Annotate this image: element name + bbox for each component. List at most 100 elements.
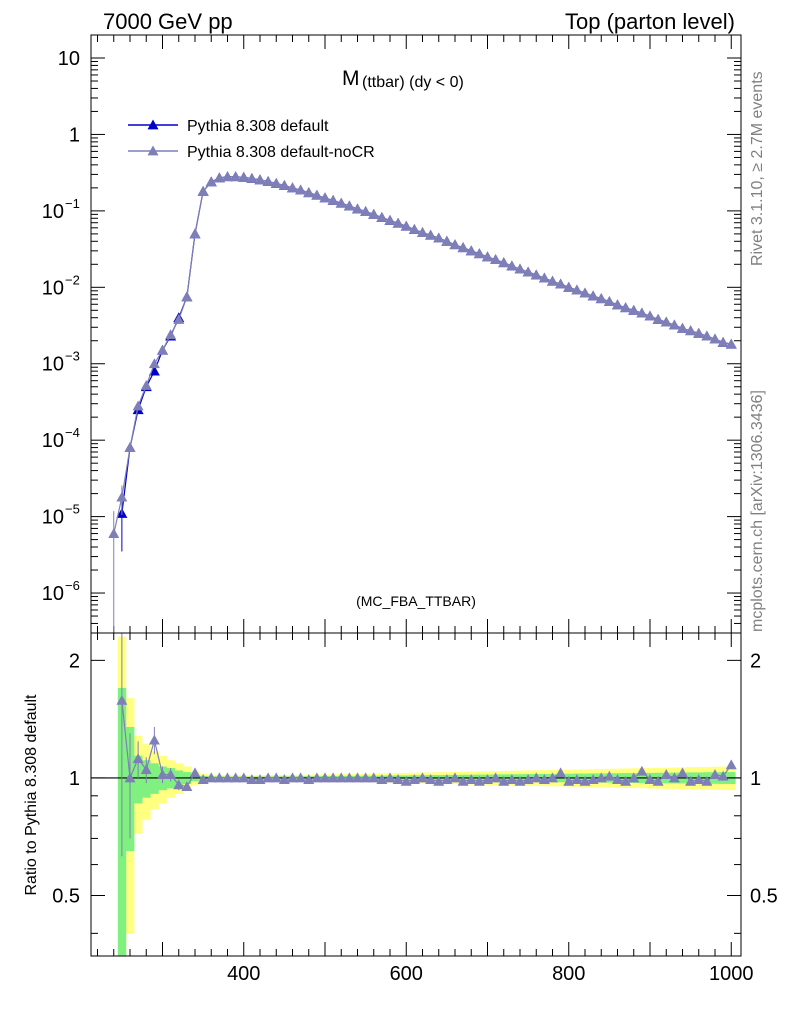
uncertainty-bands [117, 636, 736, 956]
series-default [116, 171, 737, 552]
legend: Pythia 8.308 default Pythia 8.308 default… [128, 118, 375, 161]
ratio-panel: 0.5 0.5 1 1 2 2 400 600 800 1000 Ratio to Pythia 8… [23, 632, 778, 985]
ratio-point [465, 774, 477, 785]
y-tick-label: 1 [69, 124, 80, 146]
ratio-point [693, 774, 705, 785]
data-point [449, 239, 461, 250]
data-point [368, 208, 380, 219]
ratio-point [563, 775, 575, 786]
ratio-point [205, 772, 217, 783]
data-point [417, 227, 428, 237]
data-point [620, 302, 632, 313]
inner-band [150, 763, 159, 794]
data-point [668, 319, 680, 330]
ratio-series-nocr [116, 633, 737, 857]
ratio-point [352, 772, 363, 783]
header-left-label: 7000 GeV pp [103, 9, 233, 34]
data-point [563, 281, 575, 292]
ratio-point [343, 772, 355, 783]
ratio-point [620, 775, 632, 786]
ratio-point [327, 772, 339, 783]
data-point [498, 257, 510, 268]
ratio-point [360, 772, 372, 783]
data-point [709, 333, 721, 344]
ratio-point [652, 775, 664, 786]
ratio-point [392, 774, 404, 785]
ratio-point [376, 774, 388, 785]
ratio-point [644, 774, 656, 785]
data-point [343, 200, 355, 211]
data-point [514, 263, 526, 274]
ratio-point [311, 772, 323, 783]
ratio-point [368, 772, 380, 783]
data-point [522, 266, 534, 277]
data-point [278, 179, 290, 190]
ratio-point [254, 774, 266, 785]
data-point [295, 184, 307, 195]
ratio-point [222, 772, 233, 783]
ratio-point [173, 779, 185, 790]
ratio-point [270, 772, 282, 783]
data-point [262, 176, 274, 186]
data-point [335, 197, 347, 208]
ratio-point [701, 775, 713, 786]
data-point [205, 176, 217, 187]
y-tick-label: 10 [42, 583, 64, 605]
data-point [148, 358, 160, 369]
ratio-point [498, 775, 510, 786]
ratio-point [709, 769, 721, 779]
data-point [238, 171, 250, 182]
y-tick-label-exponent: −1 [65, 196, 80, 211]
ratio-point [612, 774, 623, 785]
data-point [725, 338, 737, 349]
data-point [473, 248, 485, 259]
data-point [490, 254, 502, 265]
data-point [116, 491, 128, 502]
data-point [660, 316, 672, 327]
data-point [441, 235, 453, 246]
ratio-point [181, 781, 193, 792]
ratio-point [238, 772, 250, 783]
ratio-point [717, 770, 729, 781]
ratio-plot-frame [90, 632, 742, 957]
ratio-point [319, 772, 331, 783]
ratio-y-tick-label: 2 [69, 650, 80, 672]
data-point [530, 269, 542, 280]
series-default-nocr [108, 171, 737, 633]
x-tick-label: 1000 [709, 963, 754, 985]
ratio-point [213, 772, 225, 783]
plot-title-subscript: (ttbar) (dy < 0) [362, 74, 464, 91]
data-point [189, 228, 201, 239]
ratio-y-tick-label: 1 [69, 768, 80, 790]
y-tick-label: 10 [42, 507, 64, 529]
data-point [222, 171, 233, 182]
data-point [303, 187, 315, 198]
y-tick-label: 10 [42, 277, 64, 299]
data-point [173, 313, 185, 324]
ratio-point [295, 772, 307, 783]
header-right-label: Top (parton level) [565, 9, 735, 34]
ratio-point [473, 775, 485, 786]
ratio-point [408, 774, 420, 785]
x-tick-label: 600 [390, 963, 423, 985]
inner-band [134, 755, 143, 804]
ratio-point [157, 769, 168, 779]
data-point [506, 260, 518, 271]
data-point [652, 313, 664, 324]
ratio-point [636, 765, 648, 776]
ratio-point [603, 770, 615, 781]
data-point [457, 242, 469, 253]
y-tick-label-exponent: −2 [65, 272, 80, 287]
data-point [538, 272, 550, 283]
y-tick-label-exponent: −4 [65, 425, 80, 440]
data-point [287, 182, 298, 193]
y-tick-label: 10 [42, 201, 64, 223]
data-point [360, 206, 372, 216]
data-point [482, 251, 493, 262]
data-point [612, 299, 623, 310]
ratio-point [441, 774, 453, 785]
data-point [230, 171, 242, 182]
ratio-point [303, 774, 315, 785]
ratio-point [725, 759, 737, 770]
